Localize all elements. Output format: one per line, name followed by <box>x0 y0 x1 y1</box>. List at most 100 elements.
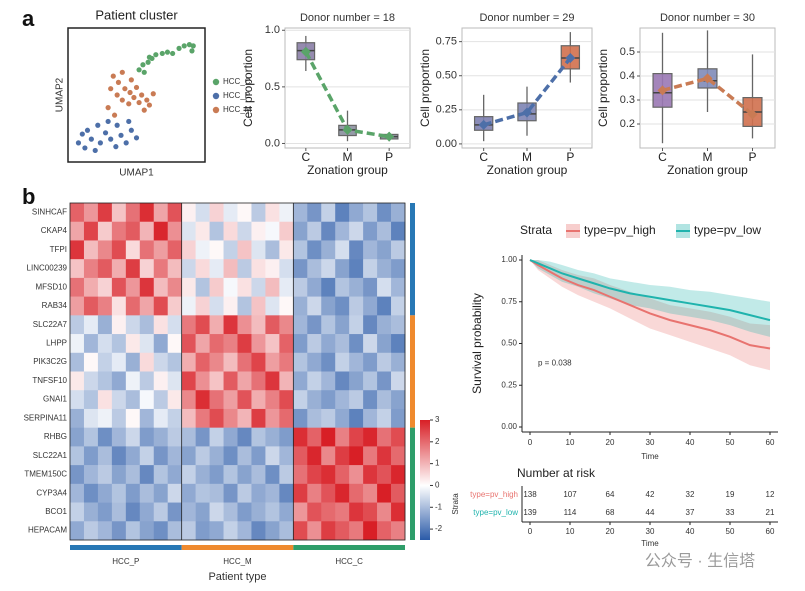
heatmap-cell <box>139 296 155 316</box>
x-tick-label: 50 <box>726 438 735 447</box>
x-tick-label: 40 <box>686 438 695 447</box>
heatmap-cell <box>111 240 127 260</box>
y-axis-label: Cell proportion <box>596 49 610 127</box>
point <box>136 99 142 106</box>
watermark: 公众号 · 生信塔 <box>645 552 755 570</box>
heatmap-cell <box>97 203 113 223</box>
risk-table-cell: 32 <box>686 490 695 499</box>
risk-table-ylabel: Strata <box>451 493 460 515</box>
heatmap-cell <box>223 465 238 485</box>
heatmap-cell <box>167 465 182 485</box>
heatmap-cell <box>237 521 252 541</box>
risk-table-cell: 44 <box>646 508 655 517</box>
point <box>126 101 132 107</box>
heatmap-cell <box>70 334 85 354</box>
heatmap-cell <box>139 390 155 410</box>
heatmap-cell <box>237 334 252 354</box>
heatmap-cell <box>83 296 99 316</box>
x-tick-label: 30 <box>646 438 655 447</box>
heatmap-cell <box>363 277 378 297</box>
point <box>79 131 85 137</box>
heatmap-cell <box>293 521 308 541</box>
heatmap-cell <box>391 427 406 447</box>
heatmap-cell <box>97 390 113 410</box>
chart-title: Donor number = 30 <box>660 12 755 24</box>
risk-table-cell: 42 <box>646 490 655 499</box>
heatmap-cell <box>209 465 224 485</box>
heatmap-cell <box>265 259 280 279</box>
heatmap-cell <box>153 390 169 410</box>
heatmap-cell <box>307 221 322 241</box>
x-axis-label: Time <box>641 452 659 461</box>
heatmap-cell <box>70 483 85 503</box>
heatmap-cell <box>335 446 350 466</box>
annotation: p = 0.038 <box>538 359 572 368</box>
heatmap-cell <box>307 277 322 297</box>
legend-label: HCC_M <box>223 105 252 114</box>
chart-title: Donor number = 29 <box>479 12 574 24</box>
heatmap-cell <box>293 296 308 316</box>
heatmap-cell <box>70 277 85 297</box>
heatmap-cell <box>335 221 350 241</box>
x-tick-label: C <box>301 150 310 164</box>
heatmap-cell <box>265 446 280 466</box>
heatmap-cell <box>83 259 99 279</box>
row-label: SLC22A7 <box>33 320 68 329</box>
heatmap-cell <box>223 259 238 279</box>
heatmap-cell <box>209 334 224 354</box>
point <box>108 136 114 142</box>
heatmap-cell <box>167 352 182 372</box>
risk-table-cell: 19 <box>726 490 735 499</box>
y-tick-label: 0.00 <box>436 138 457 150</box>
y-tick-label: 0.50 <box>501 339 517 348</box>
heatmap-cell <box>181 203 196 223</box>
heatmap-cell <box>251 259 266 279</box>
heatmap-cell <box>307 296 322 316</box>
heatmap-cell <box>377 371 392 391</box>
point <box>189 48 195 54</box>
heatmap-cell <box>251 521 266 541</box>
heatmap-cell <box>279 465 294 485</box>
heatmap-cell <box>209 483 224 503</box>
point <box>136 67 142 73</box>
heatmap-cell <box>181 259 196 279</box>
heatmap-cell <box>279 259 294 279</box>
heatmap-cell <box>363 390 378 410</box>
point <box>145 59 151 65</box>
heatmap-cell <box>167 521 182 541</box>
heatmap-cell <box>70 371 85 391</box>
heatmap-cell <box>139 371 155 391</box>
heatmap-cell <box>111 352 127 372</box>
risk-table-tick-label: 40 <box>686 527 695 536</box>
heatmap-cell <box>181 371 196 391</box>
heatmap-cell <box>377 203 392 223</box>
legend-swatch <box>212 78 220 86</box>
heatmap-cell <box>223 334 238 354</box>
heatmap-cell <box>335 465 350 485</box>
heatmap-cell <box>70 521 85 541</box>
heatmap-cell <box>139 446 155 466</box>
heatmap-cell <box>83 277 99 297</box>
heatmap-cell <box>111 315 127 335</box>
panel-label: b <box>22 184 35 209</box>
heatmap-cell <box>307 502 322 522</box>
heatmap-cell <box>139 465 155 485</box>
heatmap-cell <box>237 390 252 410</box>
point <box>146 54 152 60</box>
heatmap-cell <box>251 296 266 316</box>
heatmap-cell <box>139 221 155 241</box>
mean-point <box>478 119 489 130</box>
heatmap-cell <box>335 296 350 316</box>
heatmap-cell <box>153 483 169 503</box>
heatmap-cell <box>70 240 85 260</box>
heatmap-cell <box>279 277 294 297</box>
heatmap-cell <box>265 352 280 372</box>
heatmap-cell <box>223 483 238 503</box>
x-axis-label: UMAP1 <box>119 168 154 179</box>
heatmap-cell <box>70 465 85 485</box>
x-tick-label: C <box>658 150 667 164</box>
heatmap-cell <box>377 221 392 241</box>
heatmap-cell <box>321 296 336 316</box>
heatmap-cell <box>265 315 280 335</box>
heatmap-cell <box>181 446 196 466</box>
